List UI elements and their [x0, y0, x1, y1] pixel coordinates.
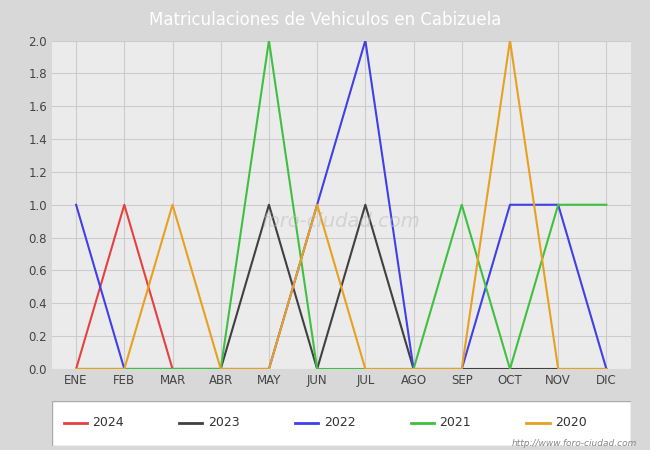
2022 [361, 38, 369, 43]
2023 [410, 366, 417, 372]
2022 [72, 202, 80, 207]
2020 [265, 366, 273, 372]
2023 [313, 366, 321, 372]
2022 [603, 366, 610, 372]
2021 [361, 366, 369, 372]
2021 [168, 366, 176, 372]
2020 [72, 366, 80, 372]
2020 [554, 366, 562, 372]
Text: 2022: 2022 [324, 417, 356, 429]
2022 [265, 366, 273, 372]
Line: 2022: 2022 [76, 40, 606, 369]
2021 [265, 38, 273, 43]
2023 [120, 366, 128, 372]
2024 [168, 366, 176, 372]
Text: 2023: 2023 [208, 417, 240, 429]
2020 [506, 38, 514, 43]
2022 [120, 366, 128, 372]
2023 [217, 366, 225, 372]
2020 [361, 366, 369, 372]
Line: 2024: 2024 [76, 205, 269, 369]
2021 [313, 366, 321, 372]
Text: Matriculaciones de Vehiculos en Cabizuela: Matriculaciones de Vehiculos en Cabizuel… [149, 11, 501, 29]
2024 [265, 366, 273, 372]
2023 [554, 366, 562, 372]
2021 [217, 366, 225, 372]
2020 [458, 366, 465, 372]
2022 [554, 202, 562, 207]
2023 [72, 366, 80, 372]
2020 [168, 202, 176, 207]
2020 [217, 366, 225, 372]
2023 [265, 202, 273, 207]
Line: 2023: 2023 [76, 205, 606, 369]
2020 [120, 366, 128, 372]
2021 [410, 366, 417, 372]
2020 [313, 202, 321, 207]
Text: 2024: 2024 [92, 417, 124, 429]
2022 [168, 366, 176, 372]
2024 [120, 202, 128, 207]
2022 [217, 366, 225, 372]
Line: 2020: 2020 [76, 40, 606, 369]
2021 [603, 202, 610, 207]
Text: foro-ciudad.com: foro-ciudad.com [262, 212, 421, 231]
Text: http://www.foro-ciudad.com: http://www.foro-ciudad.com [512, 439, 637, 448]
2022 [506, 202, 514, 207]
2021 [506, 366, 514, 372]
2021 [554, 202, 562, 207]
2024 [72, 366, 80, 372]
2021 [120, 366, 128, 372]
Text: 2020: 2020 [555, 417, 587, 429]
2020 [603, 366, 610, 372]
Text: 2021: 2021 [439, 417, 471, 429]
Line: 2021: 2021 [76, 40, 606, 369]
2023 [361, 202, 369, 207]
2023 [168, 366, 176, 372]
2023 [506, 366, 514, 372]
2023 [458, 366, 465, 372]
2022 [458, 366, 465, 372]
2022 [313, 202, 321, 207]
2020 [410, 366, 417, 372]
2023 [603, 366, 610, 372]
2022 [410, 366, 417, 372]
2021 [458, 202, 465, 207]
2021 [72, 366, 80, 372]
2024 [217, 366, 225, 372]
